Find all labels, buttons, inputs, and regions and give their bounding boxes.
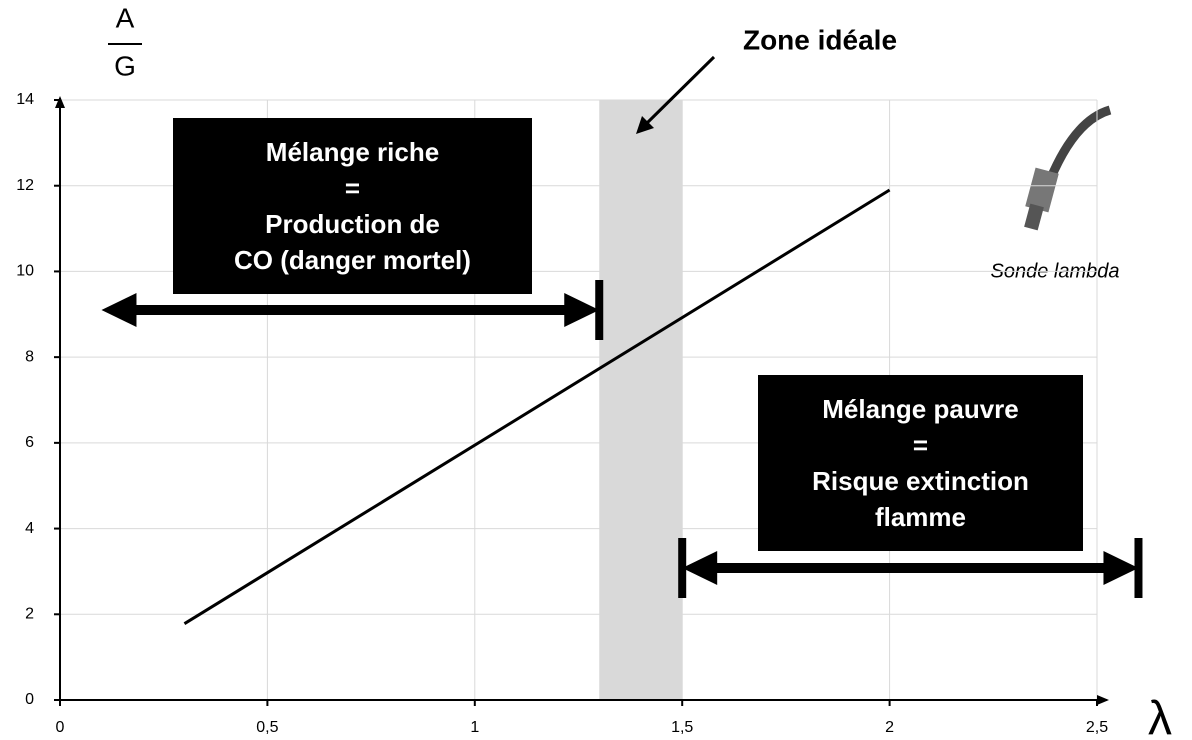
- x-tick-label: 2: [885, 719, 894, 736]
- rich-text: Mélange riche: [266, 137, 439, 167]
- lean-text: flamme: [875, 502, 966, 532]
- rich-text: CO (danger mortel): [234, 245, 471, 275]
- x-tick-label: 1: [470, 719, 479, 736]
- lean-text: =: [913, 430, 928, 460]
- y-axis-arrow: [55, 96, 65, 108]
- lean-text: Mélange pauvre: [822, 394, 1019, 424]
- arrow-head: [1103, 551, 1139, 585]
- y-tick-label: 4: [25, 520, 34, 537]
- rich-box: [173, 118, 532, 294]
- lean-box: [758, 375, 1083, 551]
- x-label: λ: [1148, 693, 1172, 740]
- x-tick-label: 0,5: [256, 719, 278, 736]
- lean-text: Risque extinction: [812, 466, 1029, 496]
- y-tick-label: 6: [25, 434, 34, 451]
- rich-arrow: [101, 280, 604, 340]
- zone-pointer-head: [636, 116, 654, 134]
- sensor-image: [1024, 105, 1112, 231]
- x-axis-arrow: [1097, 695, 1109, 705]
- rich-text: =: [345, 173, 360, 203]
- ideal-zone: [599, 100, 683, 700]
- y-tick-label: 14: [16, 91, 34, 108]
- y-label-top: A: [116, 2, 135, 33]
- arrow-head: [564, 293, 600, 327]
- rich-text: Production de: [265, 209, 440, 239]
- data-line: [183, 188, 891, 625]
- y-tick-label: 2: [25, 606, 34, 623]
- x-tick-label: 1,5: [671, 719, 693, 736]
- zone-label: Zone idéale: [743, 24, 897, 55]
- y-tick-label: 0: [25, 691, 34, 708]
- y-tick-label: 12: [16, 177, 34, 194]
- y-tick-label: 10: [16, 263, 34, 280]
- lean-arrow: [678, 538, 1143, 598]
- y-tick-label: 8: [25, 348, 34, 365]
- x-tick-label: 0: [56, 719, 65, 736]
- arrow-head: [101, 293, 137, 327]
- arrow-head: [682, 551, 718, 585]
- y-label-bottom: G: [114, 50, 136, 81]
- x-tick-label: 2,5: [1086, 719, 1108, 736]
- zone-pointer: [643, 55, 716, 127]
